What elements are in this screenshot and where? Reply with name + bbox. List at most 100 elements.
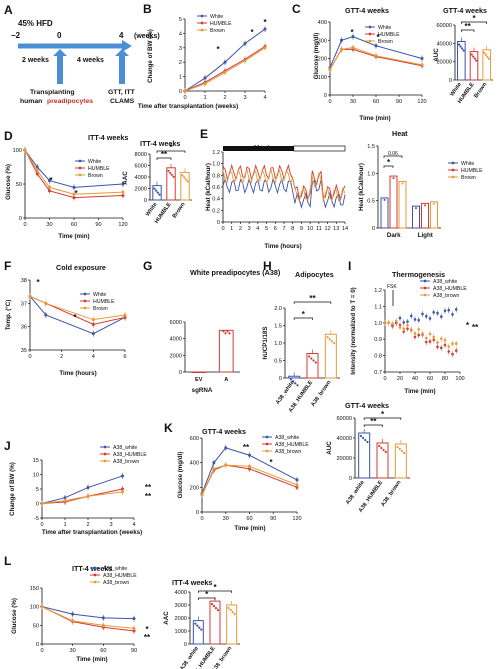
y-tick-label: 100 [318, 75, 327, 81]
data-point [28, 294, 32, 298]
y-axis-label: Glucose (mg/dl) [177, 452, 184, 499]
panel-label: G [143, 259, 152, 273]
y-tick-label: 0.8 [212, 173, 220, 179]
x-tick-label: 30 [70, 648, 76, 654]
x-tick-label: 0 [40, 522, 43, 528]
legend-label: HUMBLE [461, 168, 483, 174]
chart-b: 0 1 2 3 4 5 0 1 2 3 4 B Time after transplantation (… [138, 2, 268, 110]
segment-2-weeks: 2 weeks [22, 57, 49, 64]
significance-mark: ** [161, 150, 168, 159]
legend-label: Brown [210, 28, 225, 34]
legend-label: A38_brown [275, 449, 301, 455]
legend-marker [93, 566, 97, 570]
dot [392, 177, 395, 180]
significance-bracket [293, 301, 332, 304]
data-point [406, 323, 409, 327]
y-tick-label: 3000 [175, 603, 187, 609]
data-point [439, 346, 443, 350]
dot [378, 444, 381, 448]
legend-marker [265, 442, 269, 446]
x-tick-label: 120 [292, 516, 301, 522]
data-point [402, 321, 406, 324]
data-point [447, 308, 451, 312]
data-point [295, 478, 299, 482]
data-point [203, 76, 207, 80]
chart-e-bar: 0 0.5 1.0 1.5 Heat Heat (kCal/hour) Dark Light 0… [358, 129, 483, 239]
x-tick-label: 90 [131, 648, 137, 654]
category-label: Brown [172, 201, 187, 219]
panel-label-a: A [4, 3, 13, 17]
timeline-unit: (weeks) [134, 33, 160, 40]
y-tick-label: 2000 [175, 616, 187, 622]
y-tick-label: 2000 [170, 353, 182, 359]
x-tick-label: 5 [265, 226, 268, 232]
y-tick-label: 3 [179, 46, 182, 52]
chart-k: 0 200 400 600 0 30 60 90 120 K GTT-4 weeks Time (mi… [164, 421, 309, 532]
data-point [374, 44, 378, 48]
chart-h: 00.51.01.52.0HAdipocyteshUCP1/18SA38_whi… [262, 259, 340, 414]
chart-title: White preadipocytes (A38) [190, 268, 281, 277]
legend-label: A38_brown [103, 580, 129, 586]
significance-mark: * [169, 143, 173, 152]
dot [186, 180, 189, 183]
panel-label: L [4, 554, 11, 568]
y-tick-label: 4000 [175, 590, 187, 596]
legend-label: A38_brown [433, 293, 459, 299]
significance-mark: ** [465, 22, 472, 31]
dot [289, 378, 292, 381]
significance-mark: * [466, 321, 470, 330]
data-point [406, 327, 409, 331]
dot [472, 55, 475, 58]
data-point [101, 623, 105, 627]
x-tick-label: 2 [223, 95, 226, 101]
data-point [295, 483, 299, 487]
dot [227, 606, 230, 610]
assays-text-1: GTT, ITT [108, 89, 136, 96]
data-point [436, 341, 439, 344]
data-point [224, 446, 228, 450]
significance-mark: * [213, 583, 217, 592]
data-point [402, 327, 406, 330]
x-tick-label: 60 [71, 222, 77, 228]
legend-marker [93, 573, 97, 577]
chart-title: Adipocytes [295, 270, 334, 279]
significance-mark: * [269, 458, 273, 467]
panel-label: C [292, 2, 301, 16]
data-point [263, 46, 267, 50]
y-tick-label: 0.7 [374, 370, 382, 376]
x-tick-label: 60 [373, 99, 379, 105]
y-axis-label: AUC [326, 441, 333, 455]
data-point [86, 494, 90, 498]
significance-mark: * [381, 410, 385, 419]
dot [158, 193, 161, 196]
chart-title: GTT-4 weeks [202, 427, 246, 436]
data-point [224, 463, 228, 467]
dot [473, 57, 476, 60]
legend-label: Brown [461, 175, 476, 181]
dot [475, 59, 478, 62]
x-tick-label: 80 [442, 376, 448, 382]
y-tick-label: 35 [21, 348, 27, 354]
legend-marker [423, 286, 427, 290]
legend-label: HUMBLE [93, 299, 115, 305]
preadipocytes-text: preadipocytes [47, 98, 93, 105]
y-tick-label: 36 [21, 325, 27, 331]
x-axis-label: Time (min) [234, 525, 265, 532]
dot [310, 357, 313, 360]
data-point [48, 185, 51, 189]
x-tick-label: 4 [132, 522, 135, 528]
significance-mark: * [73, 313, 77, 322]
dot [231, 610, 234, 614]
dot [401, 182, 404, 185]
y-tick-label: 600 [190, 436, 199, 442]
significance-bracket [460, 29, 475, 32]
legend-label: Brown [93, 306, 108, 312]
panel-label: B [143, 2, 152, 16]
y-tick-label: 300 [318, 38, 327, 44]
legend-label: HUMBLE [378, 32, 400, 38]
y-tick-label: 6000 [170, 320, 182, 326]
dot [184, 178, 187, 181]
chart-e: 00.20.40.60.81.01.20 1 2 3 4 5 6 7 8 9 10 11 12 13 14E… [200, 127, 348, 250]
